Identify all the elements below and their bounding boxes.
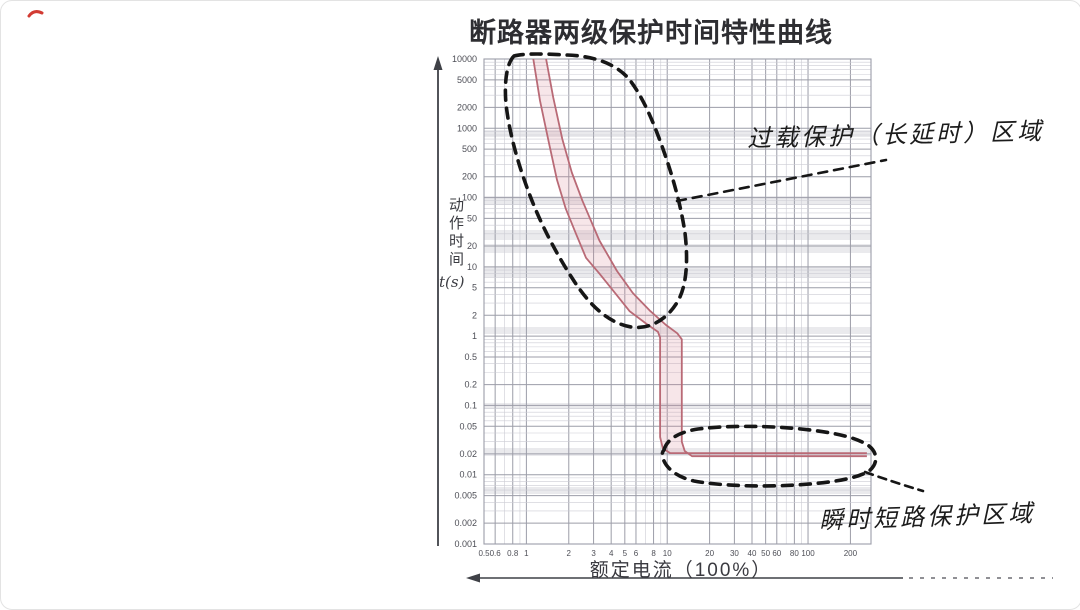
- x-tick-label: 10: [663, 549, 672, 558]
- y-tick-label: 0.1: [464, 400, 477, 410]
- overload-leader-line: [675, 158, 888, 203]
- y-tick-label: 500: [462, 144, 477, 154]
- x-tick-label: 4: [609, 549, 614, 558]
- x-tick-label: 50: [761, 549, 770, 558]
- x-tick-label: 40: [748, 549, 757, 558]
- instantaneous-region-outline: [660, 424, 878, 488]
- smudge-band: [484, 327, 871, 334]
- tolerance-band-fill: [533, 59, 867, 457]
- y-tick-label: 10000: [452, 54, 477, 64]
- curve-tolerance-band: [533, 59, 867, 457]
- y-axis-arrow: [433, 56, 443, 546]
- x-tick-label: 200: [844, 549, 858, 558]
- y-tick-label: 0.02: [459, 449, 477, 459]
- y-tick-label: 200: [462, 172, 477, 182]
- x-tick-label: 60: [772, 549, 781, 558]
- y-tick-label: 0.01: [459, 470, 477, 480]
- y-tick-label: 1000: [457, 123, 477, 133]
- smudge-band: [484, 448, 871, 456]
- instantaneous-leader-line: [863, 470, 925, 493]
- x-tick-label: 0.6: [490, 549, 502, 558]
- x-tick-label: 0.8: [507, 549, 519, 558]
- y-tick-label: 100: [462, 193, 477, 203]
- x-axis-label: 额定电流（100%）: [589, 560, 773, 581]
- y-tick-label: 20: [467, 241, 477, 251]
- smudge-band: [484, 230, 871, 240]
- smudge-band: [484, 487, 871, 494]
- overload-region-outline: [503, 52, 689, 330]
- y-tick-label: 0.001: [454, 539, 477, 549]
- smudge-band: [484, 403, 871, 409]
- x-tick-label: 6: [634, 549, 639, 558]
- trip-upper-limit-curve: [545, 58, 867, 458]
- x-tick-label: 0.5: [478, 549, 490, 558]
- y-tick-label: 5: [472, 283, 477, 293]
- axis-tick-labels: 100005000200010005002001005020105210.50.…: [452, 54, 858, 558]
- x-tick-label: 1: [524, 549, 529, 558]
- y-tick-label: 2: [472, 310, 477, 320]
- x-tick-label: 2: [567, 549, 572, 558]
- x-tick-label: 8: [651, 549, 656, 558]
- log-grid: [483, 58, 872, 545]
- smudge-band: [484, 267, 871, 277]
- smudge-band: [484, 130, 871, 137]
- trip-curves: [532, 58, 867, 458]
- y-tick-label: 0.005: [454, 491, 477, 501]
- y-tick-label: 0.2: [464, 380, 477, 390]
- x-tick-label: 30: [730, 549, 739, 558]
- x-tick-label: 5: [623, 549, 628, 558]
- y-tick-label: 0.002: [454, 518, 477, 528]
- y-axis-label: 动作时间: [447, 197, 464, 269]
- y-axis-unit-label: t(s): [439, 273, 465, 291]
- y-tick-label: 0.05: [459, 421, 477, 431]
- y-tick-label: 5000: [457, 75, 477, 85]
- smudge-band: [484, 244, 871, 253]
- page-title: 断路器两级保护时间特性曲线: [469, 18, 833, 48]
- x-axis-arrow: [466, 573, 1053, 583]
- y-tick-label: 10: [467, 262, 477, 272]
- x-tick-label: 3: [591, 549, 596, 558]
- trip-lower-limit-curve: [532, 58, 867, 454]
- y-tick-label: 0.5: [464, 352, 477, 362]
- plot-border: [483, 58, 872, 545]
- y-tick-label: 50: [467, 213, 477, 223]
- y-tick-label: 2000: [457, 102, 477, 112]
- x-tick-label: 80: [790, 549, 799, 558]
- y-tick-label: 1: [472, 331, 477, 341]
- x-tick-label: 100: [801, 549, 815, 558]
- red-artifact-mark: [27, 10, 44, 18]
- x-tick-label: 20: [705, 549, 714, 558]
